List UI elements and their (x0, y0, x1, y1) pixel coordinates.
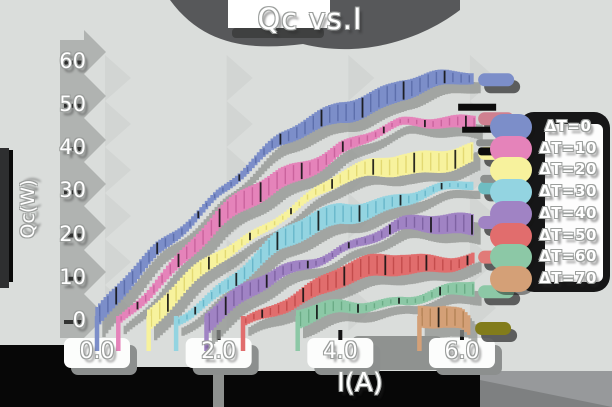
series-dark-ticks (115, 70, 446, 305)
legend-label: ΔT=60 (539, 247, 597, 266)
bottom-right-wedge (480, 380, 612, 407)
series-dark-ticks (136, 115, 467, 310)
legend-label: ΔT=0 (544, 117, 592, 135)
series-dark-ticks (224, 215, 473, 315)
legend-label: ΔT=30 (539, 182, 597, 201)
y-tick-mark (64, 103, 84, 108)
legend-swatch (490, 157, 532, 184)
series-end-cap (475, 321, 512, 335)
y-tick-mark (64, 320, 84, 324)
xtick-box (64, 338, 130, 368)
x-axis-label: I(A) (337, 368, 383, 398)
title-white-box (228, 0, 330, 28)
xtick-box (428, 338, 495, 368)
gridline-chevrons (105, 55, 131, 331)
legend-swatch (490, 200, 532, 227)
legend-swatch (490, 135, 532, 162)
legend-strip (545, 124, 603, 282)
xtick-box (185, 338, 252, 368)
title-echo (232, 28, 324, 38)
legend-swatch (490, 179, 532, 206)
legend-label: ΔT=50 (539, 225, 597, 244)
legend-label: ΔT=10 (539, 138, 597, 157)
left-edge-shadow (0, 148, 9, 288)
x-tick-mark (338, 330, 343, 340)
cap-accent (462, 126, 493, 133)
legend-swatch (490, 222, 532, 249)
chart-title: Qc vs.I (257, 2, 363, 36)
legend-label: ΔT=70 (539, 268, 597, 287)
legend-swatch (490, 244, 532, 271)
series-dark-ticks (316, 287, 441, 320)
y-axis-label: Qc(W) (17, 179, 39, 239)
series-shadow (123, 123, 483, 335)
y-tick-mark (64, 147, 84, 151)
series-dark-ticks (261, 255, 469, 318)
y-axis-strip (60, 30, 106, 338)
cap-accent (458, 103, 497, 111)
series-end-cap (478, 73, 515, 87)
legend-label: ΔT=20 (539, 160, 597, 179)
bottom-gray-gap (213, 367, 224, 407)
series-dark-ticks (167, 149, 457, 312)
y-tick-mark (64, 190, 84, 195)
bottom-center-black (224, 371, 480, 407)
legend-label: ΔT=40 (539, 203, 597, 222)
left-edge-line (9, 150, 13, 282)
legend-swatch (490, 265, 532, 292)
y-tick-mark (64, 233, 84, 238)
y-tick-mark (64, 60, 84, 65)
xtick-box (307, 338, 374, 368)
legend-swatch (490, 114, 532, 140)
legend: ΔT=0 ΔT=10 ΔT=20 ΔT=30 ΔT=40 ΔT=50 ΔT=60 ΔT=70 (488, 110, 612, 298)
y-tick-mark (64, 276, 84, 281)
series-hatch-ticks (99, 71, 470, 323)
series-hatch-ticks (120, 116, 475, 321)
series-dark-ticks (194, 183, 443, 315)
